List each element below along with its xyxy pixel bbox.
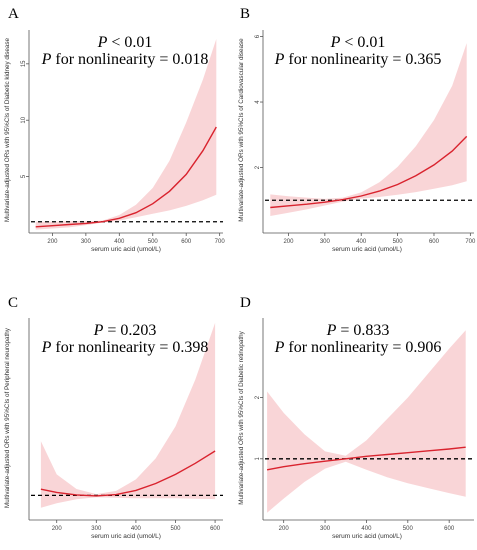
x-tick-label: 400 (356, 239, 367, 245)
p-value: P < 0.01 (97, 34, 153, 51)
x-tick-label: 500 (170, 526, 181, 532)
x-axis-label: serum uric acid (umol/L) (91, 533, 161, 540)
p-symbol: P (274, 339, 285, 356)
p-symbol: P (41, 51, 52, 68)
p-nonlinearity-text: for nonlinearity = 0.398 (51, 339, 208, 356)
panel-c: 200 300 400 500 600 serum uric acid (umol/L) M… (4, 295, 223, 540)
p-symbol: P (326, 322, 337, 339)
y-tick-label: 2 (255, 395, 261, 399)
panel-letter: A (8, 6, 19, 22)
p-value: P = 0.203 (93, 322, 157, 339)
x-tick-label: 200 (279, 526, 290, 532)
panel-d: 200 300 400 500 600 1 2 serum uric acid (umol/L… (238, 295, 474, 540)
x-axis-label: serum uric acid (umol/L) (332, 246, 402, 253)
p-value-text: < 0.01 (107, 34, 152, 51)
p-nonlinearity: P for nonlinearity = 0.398 (41, 339, 209, 356)
x-tick-label: 400 (361, 526, 372, 532)
x-axis-label: serum uric acid (umol/L) (91, 246, 161, 253)
panel-letter: D (240, 295, 251, 311)
y-tick-label: 1 (255, 456, 261, 460)
x-tick-label: 500 (148, 239, 159, 245)
x-tick-label: 400 (114, 239, 125, 245)
or-line (266, 446, 466, 471)
x-tick-label: 200 (283, 239, 294, 245)
p-nonlinearity-text: for nonlinearity = 0.365 (284, 51, 441, 68)
y-axis-label: Multivariate-adjusted ORs with 95%CIs of… (238, 38, 245, 222)
p-nonlinearity: P for nonlinearity = 0.906 (274, 339, 442, 356)
p-nonlinearity: P for nonlinearity = 0.365 (274, 51, 442, 68)
or-line (40, 450, 216, 497)
x-tick-label: 300 (81, 239, 92, 245)
y-tick-label: 4 (255, 100, 261, 104)
p-nonlinearity: P for nonlinearity = 0.018 (41, 51, 209, 68)
p-value: P < 0.01 (330, 34, 386, 51)
x-tick-label: 300 (320, 239, 331, 245)
x-tick-label: 400 (131, 526, 142, 532)
x-tick-label: 700 (215, 239, 226, 245)
panel-letter: B (240, 6, 250, 22)
y-tick-label: 5 (21, 174, 27, 178)
x-tick-label: 600 (444, 526, 455, 532)
p-symbol: P (97, 34, 108, 51)
p-nonlinearity-text: for nonlinearity = 0.906 (284, 339, 441, 356)
y-tick-label: 6 (255, 34, 261, 38)
x-tick-label: 300 (91, 526, 102, 532)
x-tick-label: 500 (403, 526, 414, 532)
p-symbol: P (41, 339, 52, 356)
p-value-text: = 0.203 (103, 322, 156, 339)
panel-b: 200 300 400 500 600 700 2 4 6 serum uric acid (um… (238, 6, 476, 253)
or-line (35, 126, 217, 228)
p-value-text: < 0.01 (340, 34, 385, 51)
p-value-text: = 0.833 (336, 322, 389, 339)
y-axis-label: Multivariate-adjusted ORs with 95%CIs of… (238, 330, 245, 504)
x-tick-label: 200 (47, 239, 58, 245)
x-tick-label: 700 (465, 239, 476, 245)
x-tick-label: 500 (393, 239, 404, 245)
y-axis-label: Multivariate-adjusted ORs with 95%CIs of… (4, 37, 11, 222)
p-nonlinearity-text: for nonlinearity = 0.018 (51, 51, 208, 68)
ci-band (267, 330, 466, 513)
p-symbol: P (93, 322, 104, 339)
p-symbol: P (330, 34, 341, 51)
y-axis-label: Multivariate-adjusted ORs with 95%CIs of… (4, 327, 11, 508)
x-tick-label: 600 (210, 526, 221, 532)
x-tick-label: 600 (429, 239, 440, 245)
y-tick-label: 2 (255, 165, 261, 169)
panel-letter: C (8, 295, 18, 311)
or-line (270, 135, 468, 209)
x-tick-label: 300 (320, 526, 331, 532)
x-axis-label: serum uric acid (umol/L) (332, 533, 402, 540)
panel-a: 200 300 400 500 600 700 5 10 15 serum uric acid (… (4, 6, 225, 253)
ci-band (40, 322, 216, 508)
x-tick-label: 600 (181, 239, 192, 245)
p-symbol: P (274, 51, 285, 68)
x-tick-label: 200 (52, 526, 63, 532)
y-tick-label: 15 (21, 60, 27, 67)
p-value: P = 0.833 (326, 322, 390, 339)
ci-band (35, 39, 217, 230)
ci-band (270, 43, 467, 216)
y-tick-label: 10 (21, 116, 27, 123)
